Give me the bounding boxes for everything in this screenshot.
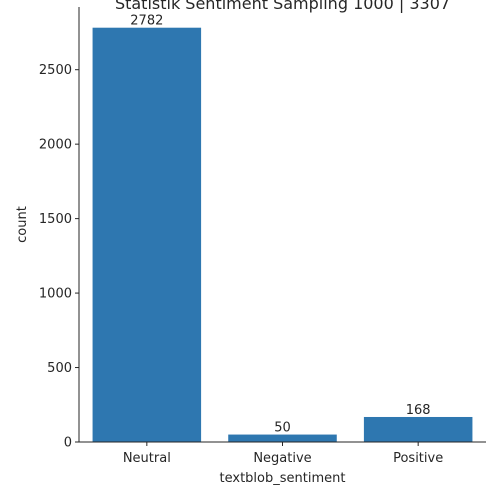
bar-neutral xyxy=(92,27,202,442)
y-axis-label: count xyxy=(15,206,30,243)
x-tick-label-positive: Positive xyxy=(393,451,443,466)
x-axis: Neutral Negative Positive xyxy=(79,441,486,466)
bar-negative xyxy=(228,434,337,442)
chart-title: Statistik Sentiment Sampling 1000 | 3307 xyxy=(115,0,450,13)
y-tick-label: 1000 xyxy=(39,287,72,302)
y-tick-label: 500 xyxy=(47,361,72,376)
y-tick-label: 1500 xyxy=(39,212,72,227)
data-label-neutral: 2782 xyxy=(130,14,163,29)
y-axis: 0 500 1000 1500 2000 2500 xyxy=(39,7,80,451)
y-tick-label: 2500 xyxy=(39,63,72,78)
y-tick-label: 2000 xyxy=(39,138,72,153)
y-tick-label: 0 xyxy=(64,436,72,451)
data-label-negative: 50 xyxy=(274,421,291,436)
bar-labels-group: 2782 50 168 xyxy=(130,14,430,436)
x-axis-label: textblob_sentiment xyxy=(220,471,346,486)
x-tick-label-neutral: Neutral xyxy=(123,451,171,466)
bars-group xyxy=(92,27,473,442)
bar-positive xyxy=(363,416,473,442)
data-label-positive: 168 xyxy=(406,403,431,418)
x-tick-label-negative: Negative xyxy=(253,451,311,466)
